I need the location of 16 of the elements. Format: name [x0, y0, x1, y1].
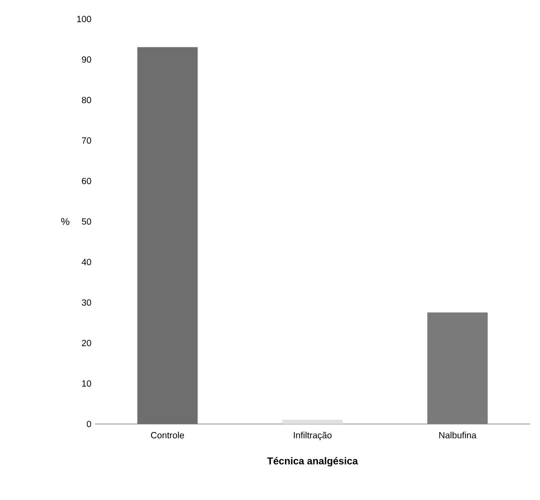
y-tick-label: 0 [86, 420, 92, 428]
y-tick-label: 100 [77, 16, 92, 22]
y-tick-label: 10 [82, 380, 92, 387]
y-tick-label: 80 [82, 96, 92, 104]
y-tick-label: 20 [82, 340, 92, 346]
y-tick-label: 60 [82, 178, 92, 184]
y-axis-title: % [61, 218, 70, 225]
x-tick-label: Nalbufina [439, 432, 476, 438]
x-tick-label: Infiltração [294, 432, 332, 440]
x-tick-label: Controle [151, 432, 184, 438]
y-tick-label: 40 [82, 258, 92, 266]
y-tick-label: 30 [82, 299, 92, 306]
x-axis-title: Técnica analgésica [267, 457, 358, 466]
y-tick-label: 50 [82, 218, 92, 225]
y-tick-label: 90 [82, 56, 92, 63]
y-tick-label: 70 [82, 137, 92, 144]
